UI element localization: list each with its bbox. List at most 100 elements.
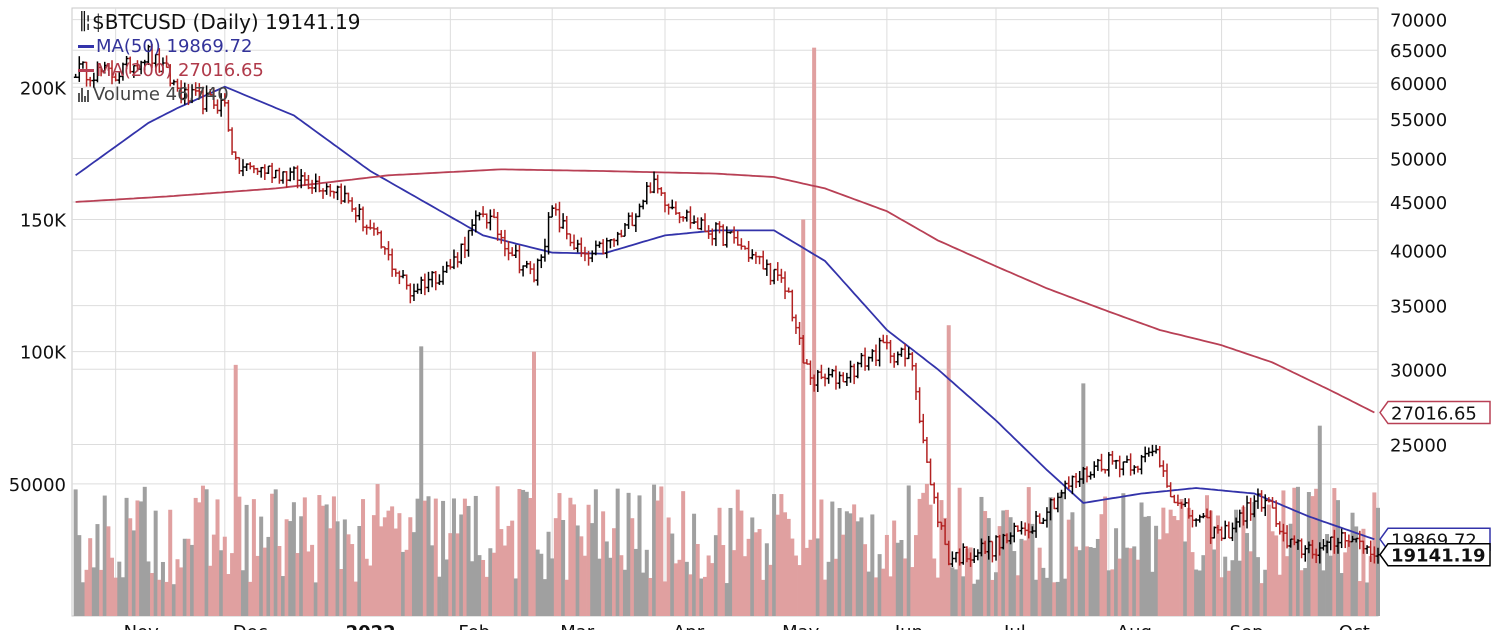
volume-bar (881, 568, 886, 616)
volume-bar (299, 516, 304, 616)
volume-bar (728, 507, 733, 616)
volume-bar (764, 543, 769, 616)
volume-bar (950, 567, 955, 616)
volume-bar (1121, 493, 1126, 616)
volume-bar (641, 572, 646, 616)
volume-bar (743, 556, 748, 616)
volume-bar (648, 577, 653, 616)
volume-bar (943, 517, 948, 616)
volume-bar (270, 493, 275, 616)
volume-bar (404, 549, 409, 616)
volume-bar (411, 532, 416, 616)
volume-bar (113, 577, 118, 616)
volume-bar (946, 325, 951, 616)
legend-ma200-row: MA(200) 27016.65 (78, 58, 361, 82)
volume-bar (350, 544, 355, 616)
volume-bar (1052, 582, 1057, 616)
volume-bar (826, 561, 831, 616)
volume-bar (1186, 507, 1191, 616)
chart-legend: ║¦ $BTCUSD (Daily) 19141.19 MA(50) 19869… (78, 10, 361, 106)
volume-bar (433, 498, 438, 616)
volume-bar (783, 512, 788, 616)
volume-bar (848, 513, 853, 616)
volume-bar (1124, 547, 1129, 616)
volume-bar (353, 581, 358, 616)
volume-bar (204, 489, 209, 616)
volume-bar (1077, 550, 1082, 616)
month-tick-label: Oct (1339, 622, 1370, 630)
volume-bar (1190, 552, 1195, 616)
volume-bar (750, 517, 755, 616)
volume-bar (240, 570, 245, 616)
volume-bar (961, 576, 966, 616)
volume-bar (804, 547, 809, 616)
volume-bar (1234, 509, 1239, 616)
volume-bar (484, 576, 489, 616)
volume-bar (135, 500, 140, 616)
volume-bar (506, 525, 511, 616)
volume-bar (331, 496, 336, 616)
volume-bar (139, 501, 144, 616)
volume-bar (408, 517, 413, 616)
volume-bar (855, 521, 860, 616)
ma50-swatch (78, 44, 94, 48)
volume-bar (633, 548, 638, 616)
month-tick-label: Dec (233, 622, 268, 630)
volume-bar (186, 538, 191, 616)
volume-bar (932, 558, 937, 616)
volume-bar (437, 576, 442, 616)
month-tick-label: Sep (1230, 622, 1264, 630)
volume-bar (1365, 582, 1370, 616)
legend-volume-row: Volume 46,740 (78, 82, 361, 106)
volume-bar (546, 531, 551, 616)
volume-bar (964, 548, 969, 616)
legend-volume: Volume 46,740 (93, 83, 229, 105)
volume-bar (102, 495, 107, 616)
volume-bar (535, 549, 540, 616)
volume-tick-label: 50000 (9, 475, 66, 496)
volume-bar (888, 576, 893, 616)
volume-bar (841, 534, 846, 616)
volume-bar (295, 553, 300, 616)
volume-bar (473, 495, 478, 616)
price-tick-label: 60000 (1390, 74, 1447, 95)
volume-bar (1343, 552, 1348, 616)
volume-bar (873, 577, 878, 616)
volume-bar (306, 551, 311, 616)
volume-bar (193, 497, 198, 616)
volume-bar (662, 581, 667, 616)
volume-bar (732, 550, 737, 616)
volume-bar (586, 504, 591, 616)
volume-bar (284, 519, 289, 616)
volume-bar (1226, 570, 1231, 616)
volume-bar (171, 584, 176, 616)
volume-bar (277, 546, 282, 616)
volume-bar (877, 554, 882, 616)
volume-bar (655, 500, 660, 616)
volume-bar (106, 526, 111, 616)
volume-bar (1168, 509, 1173, 616)
volume-bar (539, 553, 544, 616)
volume-bar (393, 528, 398, 616)
volume-bar (593, 489, 598, 616)
volume-bar (772, 494, 777, 616)
volume-bar (117, 561, 122, 616)
volume-bar (120, 577, 125, 616)
volume-bar (357, 525, 362, 616)
volume-bar (1212, 549, 1217, 616)
volume-bar (517, 488, 522, 616)
price-tick-label: 45000 (1390, 193, 1447, 214)
volume-bar (1117, 558, 1122, 616)
volume-bar (1023, 540, 1028, 616)
volume-bar (1034, 579, 1039, 616)
volume-bar (1175, 520, 1180, 616)
volume-bar (630, 518, 635, 616)
volume-bar (735, 489, 740, 616)
volume-bar (761, 579, 766, 616)
volume-bar (1361, 528, 1366, 616)
volume-bar (684, 561, 689, 616)
volume-bar (197, 502, 202, 616)
volume-bar (692, 513, 697, 616)
volume-bar (364, 558, 369, 616)
volume-bar (939, 500, 944, 616)
